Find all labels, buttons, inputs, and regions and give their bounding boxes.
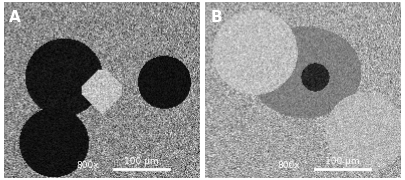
Text: 800x: 800x (277, 161, 300, 170)
Text: 100 μm: 100 μm (325, 157, 360, 166)
Text: A: A (9, 10, 21, 25)
Text: 100 μm: 100 μm (124, 157, 158, 166)
Text: 800x: 800x (76, 161, 99, 170)
Text: B: B (211, 10, 222, 25)
